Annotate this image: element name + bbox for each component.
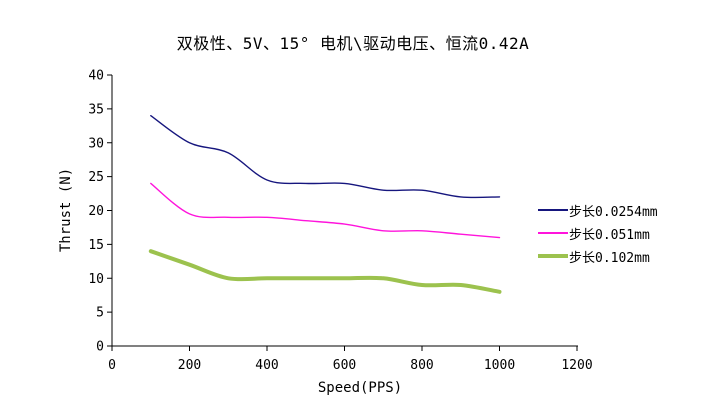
series-line-0 (150, 115, 501, 199)
y-tick-label: 40 (88, 69, 104, 84)
x-tick-label: 1000 (484, 358, 515, 373)
axis-lines (111, 75, 578, 347)
legend-item: 步长0.0254mm (538, 202, 658, 220)
legend-item: 步长0.102mm (538, 248, 658, 266)
legend: 步长0.0254mm 步长0.051mm 步长0.102mm (538, 202, 658, 271)
x-axis-title: Speed(PPS) (317, 380, 403, 396)
x-tick-label: 0 (108, 358, 116, 373)
x-tick-label: 600 (333, 358, 356, 373)
legend-item: 步长0.051mm (538, 225, 658, 243)
y-tick-label: 20 (88, 204, 104, 219)
y-tick-label: 5 (96, 306, 104, 321)
x-tick-label: 800 (410, 358, 433, 373)
x-tick-label: 1200 (561, 358, 592, 373)
y-tick-label: 10 (88, 272, 104, 287)
series-line-2 (148, 249, 502, 294)
y-tick-label: 25 (88, 170, 104, 185)
legend-line-swatch (538, 232, 568, 234)
legend-line-swatch (538, 254, 568, 258)
y-tick-label: 15 (88, 238, 104, 253)
x-tick-label: 200 (178, 358, 201, 373)
series-line-1 (150, 182, 501, 239)
legend-line-swatch (538, 209, 568, 211)
chart-title: 双极性、5V、15° 电机\驱动电压、恒流0.42A (176, 34, 530, 53)
legend-label: 步长0.102mm (569, 250, 650, 266)
legend-label: 步长0.051mm (569, 227, 650, 243)
y-tick-label: 30 (88, 136, 104, 151)
y-tick-label: 0 (96, 340, 104, 355)
y-tick-label: 35 (88, 102, 104, 117)
x-tick-label: 400 (255, 358, 278, 373)
legend-label: 步长0.0254mm (569, 204, 658, 220)
